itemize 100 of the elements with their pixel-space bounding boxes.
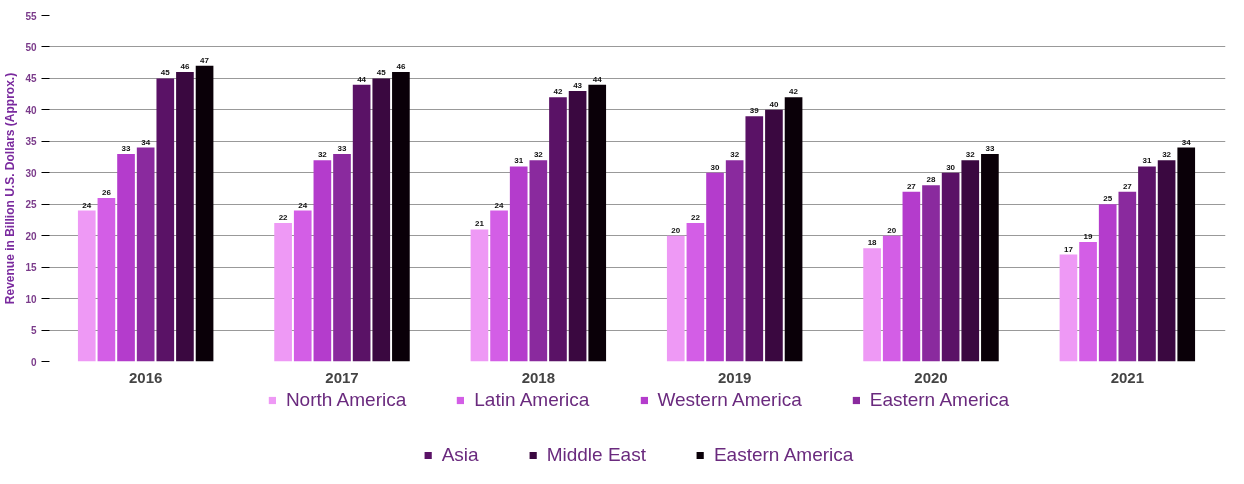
- data-label: 32: [317, 150, 328, 160]
- bar: [1079, 241, 1097, 362]
- bar: [529, 160, 548, 362]
- bar: [568, 90, 587, 362]
- y-tick-label: 15: [25, 262, 37, 274]
- bar: [882, 235, 901, 362]
- data-label: 40: [769, 99, 779, 109]
- legend-label: Latin America: [474, 389, 590, 411]
- bar: [922, 185, 940, 362]
- legend-label: Eastern America: [869, 389, 1010, 411]
- y-tick-label: 40: [25, 104, 37, 116]
- data-label: 42: [553, 87, 563, 97]
- data-label: 26: [101, 187, 112, 197]
- x-tick-label: 2021: [1110, 368, 1145, 386]
- bar: [863, 248, 881, 362]
- data-label: 22: [278, 213, 289, 223]
- bar: [941, 172, 960, 362]
- y-tick-label: 30: [25, 167, 37, 179]
- bar: [784, 97, 803, 362]
- x-tick-label: 2020: [914, 368, 948, 386]
- data-label: 22: [690, 213, 701, 223]
- y-tick-label: 0: [30, 356, 37, 368]
- bar: [156, 78, 175, 362]
- bar: [1157, 160, 1176, 362]
- bar: [902, 191, 921, 362]
- data-label: 31: [1142, 156, 1152, 166]
- data-label: 20: [671, 225, 681, 235]
- data-label: 33: [337, 143, 347, 153]
- bar: [293, 210, 312, 362]
- data-label: 27: [906, 181, 917, 191]
- bar: [274, 223, 292, 362]
- x-tick-label: 2016: [128, 368, 163, 386]
- data-label: 46: [396, 62, 406, 72]
- data-label: 43: [573, 80, 583, 90]
- bar: [333, 153, 351, 362]
- data-label: 30: [946, 162, 956, 172]
- y-tick-label: 55: [25, 10, 37, 22]
- y-tick-label: 50: [25, 41, 37, 53]
- bar: [706, 172, 724, 362]
- data-label: 17: [1063, 244, 1074, 254]
- data-label: 18: [867, 238, 878, 248]
- bar: [176, 72, 194, 362]
- y-tick-label: 25: [25, 199, 37, 211]
- legend-label: Western America: [657, 389, 802, 411]
- data-label: 21: [474, 219, 485, 229]
- data-label: 33: [121, 143, 132, 153]
- bar: [981, 153, 999, 362]
- data-label: 46: [180, 62, 190, 72]
- data-label: 31: [514, 156, 524, 166]
- bar: [77, 210, 96, 362]
- bar: [588, 84, 607, 362]
- bar: [470, 229, 489, 362]
- data-label: 30: [710, 162, 721, 172]
- bar: [666, 235, 685, 362]
- data-label: 24: [82, 200, 92, 210]
- bar: [313, 160, 332, 362]
- data-label: 44: [592, 74, 603, 84]
- y-axis-title: Revenue in Billion U.S. Dollars (Approx.): [3, 72, 18, 305]
- bar: [1059, 254, 1078, 362]
- y-tick-label: 45: [25, 73, 37, 85]
- data-label: 45: [160, 68, 171, 78]
- bar: [1177, 147, 1196, 362]
- legend-label: North America: [285, 389, 407, 411]
- bar: [392, 72, 410, 362]
- bar: [1138, 166, 1156, 362]
- data-label: 24: [298, 200, 308, 210]
- legend-label: Asia: [441, 444, 479, 466]
- data-label: 25: [1103, 194, 1113, 204]
- data-label: 19: [1083, 231, 1094, 241]
- bar: [1098, 204, 1117, 362]
- data-label: 32: [730, 150, 740, 160]
- data-label: 32: [1162, 150, 1172, 160]
- data-label: 20: [887, 225, 897, 235]
- bar: [97, 197, 116, 362]
- data-label: 24: [494, 200, 505, 210]
- data-label: 34: [1181, 137, 1192, 147]
- y-tick-label: 35: [25, 136, 37, 148]
- data-label: 32: [965, 150, 976, 160]
- legend-label: Middle East: [546, 444, 646, 466]
- bar: [372, 78, 391, 362]
- bar: [1118, 191, 1137, 362]
- y-tick-label: 5: [30, 325, 37, 337]
- bar: [352, 84, 371, 362]
- bar: [765, 109, 783, 362]
- legend-label: Eastern America: [713, 444, 854, 466]
- bar: [490, 210, 508, 362]
- x-tick-label: 2018: [521, 368, 556, 386]
- data-label: 45: [376, 68, 387, 78]
- data-label: 34: [141, 137, 151, 147]
- data-label: 42: [789, 87, 799, 97]
- bar: [117, 153, 135, 362]
- data-label: 39: [749, 106, 760, 116]
- bar: [136, 147, 155, 362]
- bar: [725, 160, 744, 362]
- y-tick-label: 20: [25, 230, 37, 242]
- x-tick-label: 2019: [717, 368, 752, 386]
- x-tick-label: 2017: [325, 368, 359, 386]
- data-label: 32: [533, 150, 544, 160]
- data-label: 27: [1122, 181, 1133, 191]
- data-label: 33: [985, 143, 995, 153]
